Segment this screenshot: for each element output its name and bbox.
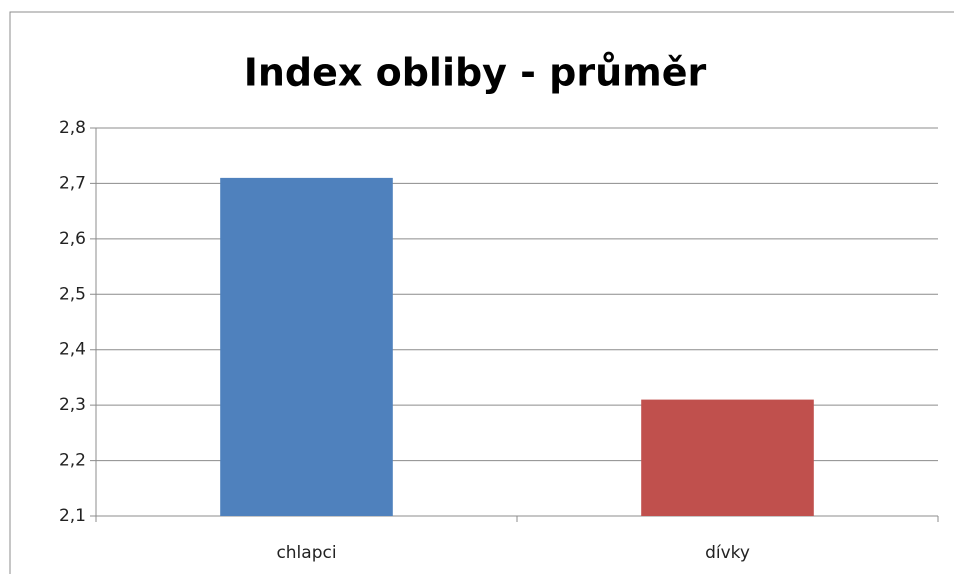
- y-tick-label: 2,2: [59, 451, 86, 471]
- y-tick-label: 2,4: [59, 340, 86, 360]
- chart-title: Index obliby - průměr: [244, 51, 707, 95]
- x-tick-label: chlapci: [276, 543, 336, 563]
- bar: [220, 177, 393, 516]
- y-tick-label: 2,8: [59, 118, 86, 138]
- y-tick-label: 2,1: [59, 506, 86, 526]
- y-tick-label: 2,5: [59, 284, 86, 304]
- y-tick-label: 2,3: [59, 395, 86, 415]
- bar: [641, 399, 814, 516]
- y-tick-label: 2,6: [59, 229, 86, 249]
- x-tick-label: dívky: [705, 543, 750, 563]
- y-tick-label: 2,7: [59, 173, 86, 193]
